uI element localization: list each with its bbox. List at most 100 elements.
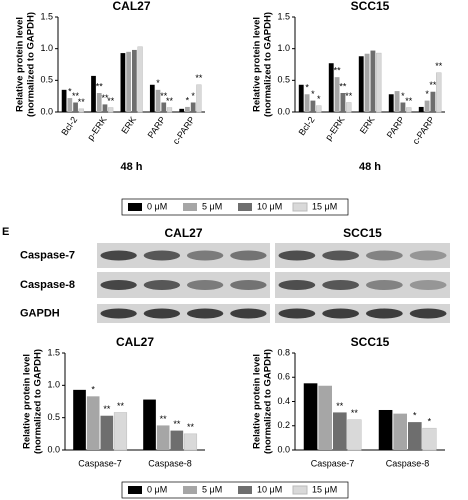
y-tick-label: 1.0 <box>47 380 60 390</box>
bar <box>340 93 346 112</box>
bar <box>120 53 126 112</box>
significance-label: ** <box>435 61 443 71</box>
legend-label: 0 μM <box>147 484 167 494</box>
bar <box>430 91 436 112</box>
bar <box>73 102 78 112</box>
bar <box>96 93 102 112</box>
y-tick-label: 0.5 <box>40 75 53 85</box>
legend-label: 5 μM <box>202 201 222 211</box>
significance-label: ** <box>78 97 86 107</box>
significance-label: * <box>305 83 309 93</box>
chart-title: CAL27 <box>112 0 150 13</box>
y-axis-label: Relative protein level <box>22 354 33 449</box>
y-tick-label: 0.0 <box>40 106 53 116</box>
x-tick-label: Caspase-8 <box>386 458 430 468</box>
significance-label: ** <box>72 91 80 101</box>
bar <box>393 413 407 450</box>
blot-band <box>186 280 224 290</box>
bar <box>149 84 155 112</box>
blot-image <box>275 304 450 323</box>
y-axis-label: (normalized to GAPDH) <box>33 349 44 454</box>
bar <box>303 383 318 450</box>
x-tick-label: p-ERK <box>85 115 108 142</box>
legend-swatch <box>183 486 197 494</box>
blot-column-title: SCC15 <box>343 226 382 240</box>
significance-label: ** <box>107 96 115 106</box>
blot-row-label: GAPDH <box>20 307 60 319</box>
significance-label: ** <box>429 80 437 90</box>
significance-label: * <box>401 91 405 101</box>
blot-band <box>230 250 267 261</box>
y-tick-label: 1.0 <box>277 43 290 53</box>
blot-band <box>230 280 267 290</box>
x-tick-label: PARP <box>146 115 168 140</box>
legend-swatch <box>183 203 197 211</box>
legend-swatch <box>128 486 142 494</box>
legend-label: 15 μM <box>312 484 337 494</box>
significance-label: ** <box>195 73 203 83</box>
significance-label: ** <box>336 401 344 411</box>
bar <box>113 412 128 451</box>
y-axis-label: (normalized to GAPDH) <box>263 12 274 117</box>
blot-band <box>143 250 181 261</box>
bar <box>347 419 362 451</box>
legend-swatch <box>238 203 252 211</box>
bar <box>185 106 190 112</box>
blot-band <box>100 250 137 261</box>
significance-label: * <box>413 410 417 420</box>
y-tick-label: 0.8 <box>277 347 290 357</box>
bar <box>78 108 84 113</box>
bar <box>67 98 73 112</box>
blot-image <box>97 304 270 323</box>
bar <box>334 77 340 112</box>
significance-label: * <box>156 78 160 88</box>
significance-label: ** <box>173 419 181 429</box>
x-tick-label: Bcl-2 <box>59 115 79 138</box>
blot-band <box>409 308 447 319</box>
bar <box>108 107 114 113</box>
bar <box>73 389 86 450</box>
legend-swatch <box>128 203 142 211</box>
blot-band <box>278 280 316 290</box>
y-axis-label: (normalized to GAPDH) <box>263 349 274 454</box>
bar <box>418 106 424 112</box>
significance-label: ** <box>187 422 195 432</box>
bar <box>376 52 382 113</box>
significance-label: ** <box>351 408 359 418</box>
blot-row-label: Caspase-7 <box>20 249 75 261</box>
blot-band <box>322 250 359 261</box>
bar <box>333 412 347 450</box>
chart-title: SCC15 <box>351 0 390 13</box>
bar <box>400 102 406 112</box>
bar <box>170 430 184 450</box>
bar <box>358 56 364 112</box>
bar <box>318 385 332 450</box>
bar <box>156 425 170 450</box>
significance-label: ** <box>160 414 168 424</box>
bar <box>408 422 422 450</box>
significance-label: ** <box>405 96 413 106</box>
panel-label: E <box>2 226 9 238</box>
y-tick-label: 0.0 <box>47 444 60 454</box>
bar <box>100 415 114 450</box>
significance-label: * <box>68 86 72 96</box>
blot-band <box>100 308 137 319</box>
blot-band <box>322 280 359 290</box>
y-tick-label: 0.0 <box>277 106 290 116</box>
blot-band <box>278 250 316 261</box>
legend-label: 10 μM <box>257 201 282 211</box>
blot-band <box>409 250 447 261</box>
significance-label: ** <box>103 404 111 414</box>
significance-label: * <box>91 385 95 395</box>
y-tick-label: 0.6 <box>277 372 290 382</box>
bar <box>190 102 196 112</box>
significance-label: * <box>425 89 429 99</box>
bar <box>86 396 100 450</box>
bar <box>378 409 393 450</box>
significance-label: * <box>186 95 190 105</box>
bar <box>316 105 322 113</box>
significance-label: * <box>191 91 195 101</box>
significance-label: ** <box>345 91 353 101</box>
x-tick-label: Caspase-8 <box>148 458 192 468</box>
